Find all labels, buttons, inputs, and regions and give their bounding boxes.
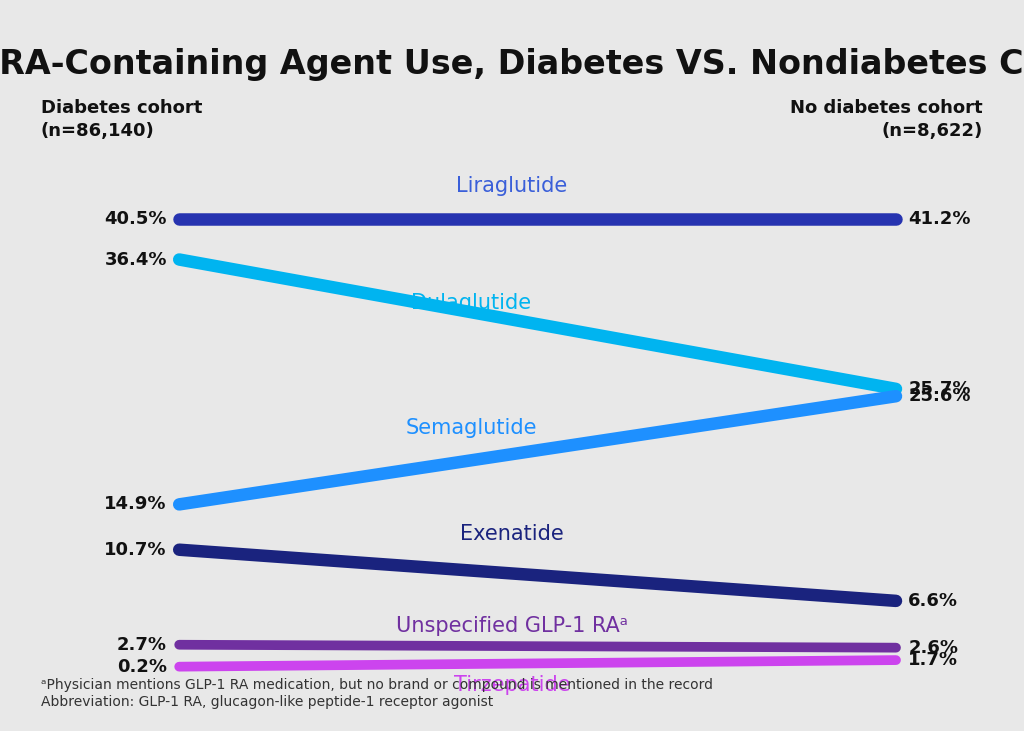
Text: GLP-1 RA-Containing Agent Use, Diabetes VS. Nondiabetes Cohorts: GLP-1 RA-Containing Agent Use, Diabetes … bbox=[0, 48, 1024, 80]
Text: Tirzepatide: Tirzepatide bbox=[454, 675, 570, 695]
Text: Unspecified GLP-1 RAᵃ: Unspecified GLP-1 RAᵃ bbox=[396, 616, 628, 637]
Text: Liraglutide: Liraglutide bbox=[457, 176, 567, 197]
Text: 10.7%: 10.7% bbox=[104, 541, 167, 558]
Text: 0.2%: 0.2% bbox=[117, 658, 167, 675]
Text: Exenatide: Exenatide bbox=[460, 523, 564, 544]
Text: 1.7%: 1.7% bbox=[908, 651, 958, 669]
Text: 25.7%: 25.7% bbox=[908, 380, 971, 398]
Text: 36.4%: 36.4% bbox=[104, 251, 167, 268]
Text: 40.5%: 40.5% bbox=[104, 211, 167, 228]
Text: Semaglutide: Semaglutide bbox=[406, 417, 537, 438]
Text: 6.6%: 6.6% bbox=[908, 592, 958, 610]
Text: 14.9%: 14.9% bbox=[104, 496, 167, 513]
Text: Abbreviation: GLP-1 RA, glucagon-like peptide-1 receptor agonist: Abbreviation: GLP-1 RA, glucagon-like pe… bbox=[41, 695, 494, 709]
Text: 25.6%: 25.6% bbox=[908, 387, 971, 405]
Text: Dulaglutide: Dulaglutide bbox=[411, 293, 531, 314]
Text: Diabetes cohort
(n=86,140): Diabetes cohort (n=86,140) bbox=[41, 99, 203, 140]
Text: No diabetes cohort
(n=8,622): No diabetes cohort (n=8,622) bbox=[791, 99, 983, 140]
Text: ᵃPhysician mentions GLP-1 RA medication, but no brand or compound is mentioned i: ᵃPhysician mentions GLP-1 RA medication,… bbox=[41, 678, 713, 692]
Text: 41.2%: 41.2% bbox=[908, 211, 971, 228]
Text: 2.6%: 2.6% bbox=[908, 639, 958, 656]
Text: 2.7%: 2.7% bbox=[117, 636, 167, 654]
